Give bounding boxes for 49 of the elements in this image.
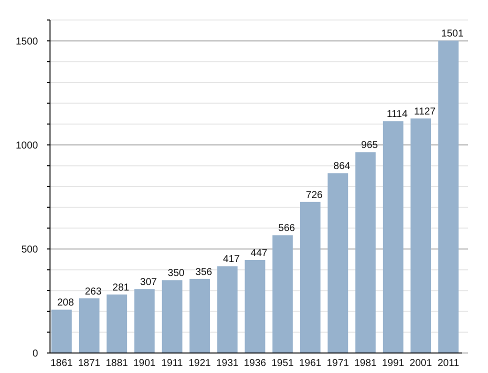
data-label: 281 — [112, 282, 130, 294]
bar — [244, 260, 266, 353]
bar — [272, 235, 293, 353]
data-label: 1114 — [386, 109, 408, 120]
data-label: 263 — [84, 286, 102, 298]
data-label: 417 — [223, 254, 240, 266]
bar — [162, 280, 182, 353]
bar — [190, 278, 210, 353]
data-label: 1127 — [414, 106, 436, 118]
bar — [328, 173, 348, 353]
x-tick-label: 1936 — [244, 358, 267, 369]
x-tick-label: 1971 — [326, 358, 350, 369]
data-label: 1501 — [441, 28, 464, 40]
x-tick-label: 1951 — [272, 358, 294, 369]
bar — [106, 294, 128, 353]
bar — [134, 289, 155, 353]
x-tick-label: 1991 — [382, 358, 405, 369]
data-label: 208 — [57, 298, 74, 309]
data-label: 350 — [168, 268, 185, 280]
y-tick-label: 500 — [21, 244, 38, 256]
y-tick-label: 1000 — [16, 140, 38, 152]
x-tick-label: 1961 — [299, 358, 322, 369]
bar — [217, 266, 238, 353]
x-tick-label: 1931 — [216, 358, 239, 369]
data-label: 356 — [195, 266, 213, 278]
x-tick-label: 1871 — [78, 358, 101, 369]
data-label: 447 — [250, 248, 268, 259]
y-tick-label: 0 — [32, 348, 38, 360]
x-tick-label: 1911 — [161, 358, 184, 369]
x-tick-label: 1881 — [106, 358, 128, 369]
data-label: 726 — [306, 190, 324, 201]
x-tick-label: 2001 — [410, 358, 432, 369]
bar — [410, 118, 431, 353]
bar — [300, 202, 320, 353]
bar — [438, 40, 459, 353]
bar — [51, 310, 72, 353]
bar — [79, 298, 100, 353]
data-label: 864 — [334, 161, 351, 172]
data-label: 307 — [140, 277, 158, 288]
bar — [382, 121, 404, 353]
x-tick-label: 2011 — [438, 358, 460, 369]
x-tick-label: 1981 — [354, 358, 378, 369]
data-label: 566 — [278, 223, 296, 234]
bar — [355, 152, 376, 353]
x-tick-label: 1861 — [50, 358, 74, 369]
data-label: 965 — [361, 140, 378, 152]
y-tick-label: 1500 — [16, 36, 38, 48]
x-tick-label: 1901 — [133, 358, 156, 369]
x-tick-label: 1921 — [188, 358, 212, 369]
